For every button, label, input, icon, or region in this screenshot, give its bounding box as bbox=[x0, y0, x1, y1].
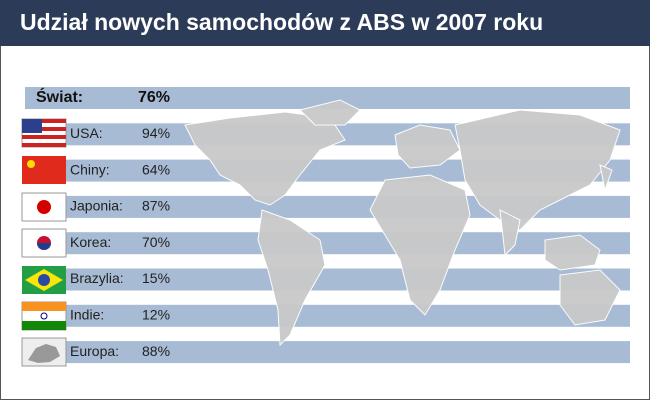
stripe bbox=[25, 232, 630, 255]
rows: Świat: 76% USA: 94% Chiny: 64% Japonia: 87% Kore… bbox=[36, 87, 170, 359]
country-value: 88% bbox=[142, 343, 170, 359]
country-value: 12% bbox=[142, 307, 170, 323]
flag-india bbox=[21, 301, 67, 331]
country-label: Japonia: bbox=[70, 198, 123, 214]
flag-usa bbox=[21, 118, 67, 148]
country-label: Brazylia: bbox=[70, 270, 124, 286]
world-label: Świat: bbox=[36, 87, 83, 106]
stripes bbox=[25, 87, 630, 364]
country-value: 15% bbox=[142, 270, 170, 286]
world-value: 76% bbox=[138, 89, 170, 106]
country-value: 94% bbox=[142, 125, 170, 141]
stripe bbox=[25, 268, 630, 291]
world-map bbox=[184, 99, 621, 347]
stripe bbox=[25, 304, 630, 327]
stripe bbox=[25, 87, 630, 109]
flag-japan bbox=[21, 192, 67, 222]
country-value: 70% bbox=[142, 234, 170, 250]
country-label: Indie: bbox=[70, 307, 104, 323]
flag-china bbox=[22, 156, 66, 184]
flag-korea bbox=[21, 228, 67, 258]
country-label: Chiny: bbox=[70, 161, 110, 177]
flags bbox=[21, 118, 67, 367]
country-label: Europa: bbox=[70, 343, 119, 359]
flag-europe bbox=[21, 337, 67, 367]
flag-brazil bbox=[22, 266, 66, 294]
country-value: 64% bbox=[142, 161, 170, 177]
country-label: Korea: bbox=[70, 234, 111, 250]
country-label: USA: bbox=[70, 125, 103, 141]
header-bar bbox=[0, 0, 650, 46]
title: Udział nowych samochodów z ABS w 2007 ro… bbox=[20, 9, 543, 35]
country-value: 87% bbox=[142, 198, 170, 214]
stripe bbox=[25, 341, 630, 364]
